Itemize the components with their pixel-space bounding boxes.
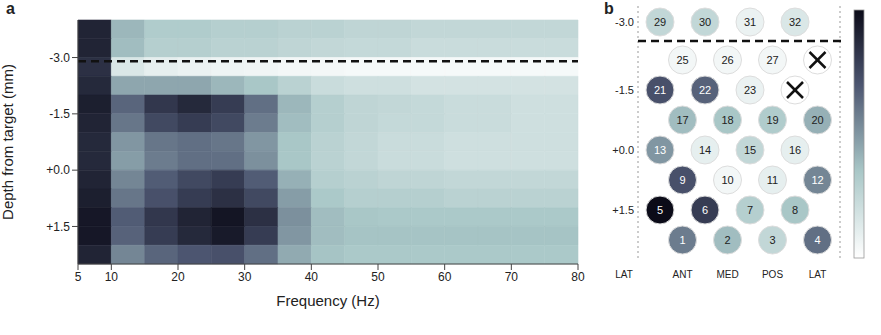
- svg-text:18: 18: [721, 114, 733, 126]
- svg-text:b: b: [604, 0, 614, 17]
- svg-text:-3.0: -3.0: [49, 51, 70, 65]
- svg-text:17: 17: [676, 114, 688, 126]
- svg-text:27: 27: [766, 54, 778, 66]
- svg-text:80: 80: [571, 270, 585, 284]
- svg-text:+1.5: +1.5: [46, 220, 70, 234]
- svg-text:70: 70: [505, 270, 519, 284]
- svg-text:ANT: ANT: [673, 269, 693, 280]
- svg-text:20: 20: [811, 114, 823, 126]
- svg-text:7: 7: [747, 204, 753, 216]
- svg-text:31: 31: [744, 16, 756, 28]
- svg-text:2: 2: [724, 234, 730, 246]
- svg-text:23: 23: [744, 84, 756, 96]
- svg-text:+0.0: +0.0: [46, 163, 70, 177]
- svg-text:4: 4: [814, 234, 820, 246]
- svg-text:14: 14: [699, 144, 711, 156]
- svg-text:11: 11: [767, 174, 778, 186]
- svg-text:30: 30: [699, 16, 711, 28]
- svg-text:9: 9: [679, 174, 685, 186]
- svg-text:32: 32: [789, 16, 801, 28]
- svg-text:Depth from target (mm): Depth from target (mm): [0, 64, 16, 220]
- svg-text:50: 50: [371, 270, 385, 284]
- svg-text:LAT: LAT: [809, 269, 827, 280]
- svg-text:10: 10: [721, 174, 733, 186]
- svg-text:20: 20: [171, 270, 185, 284]
- svg-text:13: 13: [654, 144, 666, 156]
- svg-text:MED: MED: [716, 269, 738, 280]
- svg-text:25: 25: [676, 54, 688, 66]
- svg-text:-3.0: -3.0: [615, 16, 634, 28]
- svg-text:29: 29: [654, 16, 666, 28]
- html-text:a: a: [6, 0, 15, 17]
- svg-text:12: 12: [811, 174, 823, 186]
- svg-text:8: 8: [792, 204, 798, 216]
- svg-text:26: 26: [721, 54, 733, 66]
- svg-text:60: 60: [438, 270, 452, 284]
- svg-text:40: 40: [305, 270, 319, 284]
- svg-text:10: 10: [105, 270, 119, 284]
- svg-text:3: 3: [769, 234, 775, 246]
- svg-text:6: 6: [702, 204, 708, 216]
- svg-text:19: 19: [766, 114, 778, 126]
- svg-text:POS: POS: [762, 269, 783, 280]
- svg-text:Frequency (Hz): Frequency (Hz): [276, 292, 379, 309]
- svg-text:22: 22: [699, 84, 711, 96]
- svg-text:-1.5: -1.5: [615, 84, 634, 96]
- svg-text:-1.5: -1.5: [49, 107, 70, 121]
- svg-text:5: 5: [75, 270, 82, 284]
- svg-text:5: 5: [657, 204, 663, 216]
- svg-text:1: 1: [679, 234, 685, 246]
- svg-text:15: 15: [744, 144, 756, 156]
- svg-text:LAT: LAT: [615, 269, 633, 280]
- svg-text:16: 16: [789, 144, 801, 156]
- svg-text:+0.0: +0.0: [612, 144, 634, 156]
- svg-text:30: 30: [238, 270, 252, 284]
- svg-text:+1.5: +1.5: [612, 204, 634, 216]
- svg-text:21: 21: [654, 84, 666, 96]
